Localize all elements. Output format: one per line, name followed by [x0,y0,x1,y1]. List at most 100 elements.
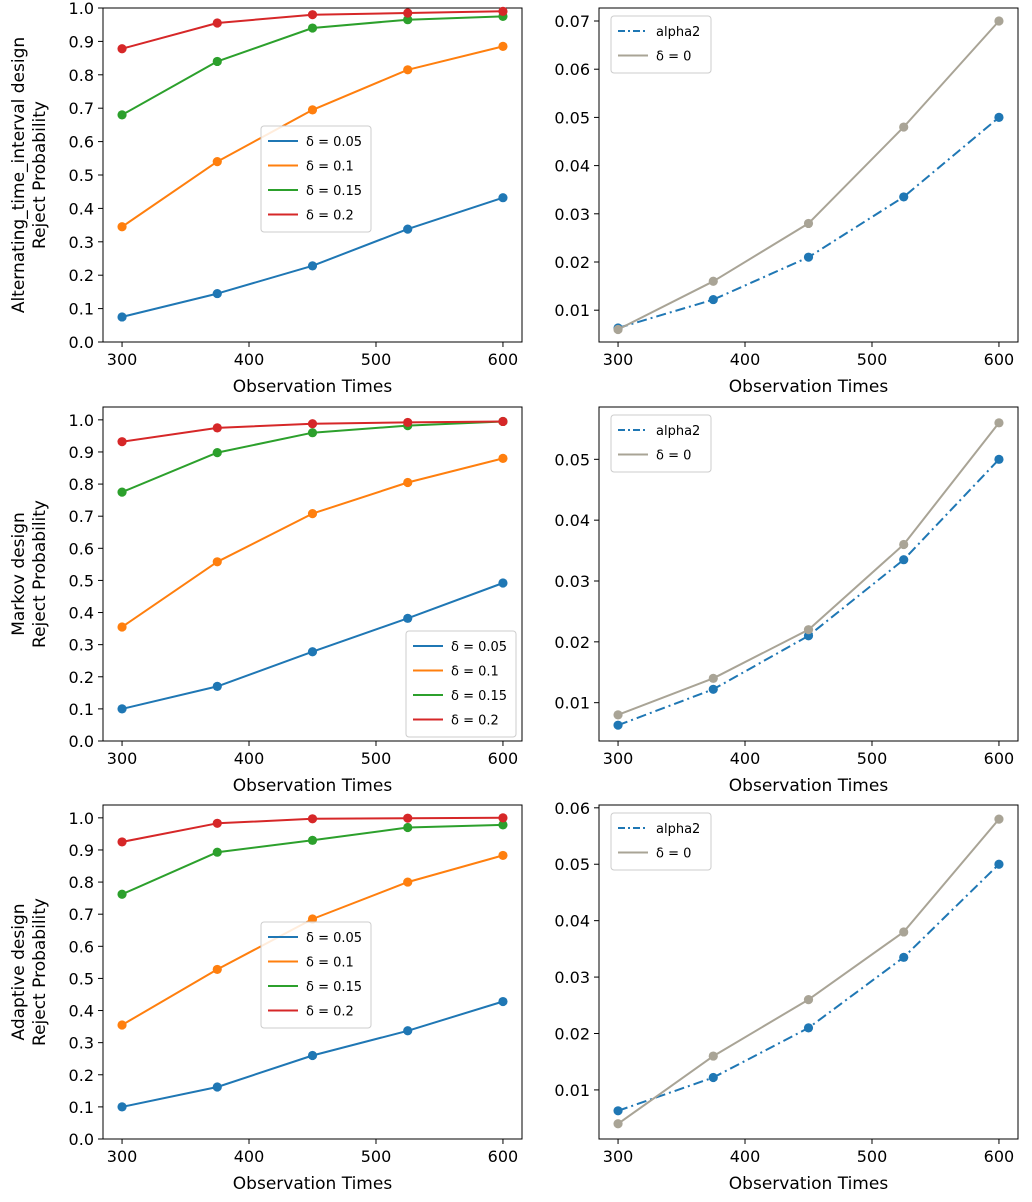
data-point [117,487,127,497]
chart-panel-4: 300 400 500 600 0.01 0.02 0.03 0.04 0.05 Observat… [554,406,1019,796]
data-point [498,578,508,588]
x-axis-label: Observation Times [233,776,393,796]
x-tick-label: 500 [361,350,392,369]
data-point [708,1051,718,1061]
legend-label: δ = 0.2 [451,714,499,729]
series-line [617,863,1000,1112]
data-point [899,192,909,202]
x-tick-label: 600 [488,350,519,369]
data-point [899,122,909,132]
y-tick-label: 0.7 [69,507,94,526]
data-point [117,222,127,232]
x-tick-label: 300 [107,749,138,768]
data-point [117,1102,127,1112]
y-tick-label: 0.3 [69,636,94,655]
legend: δ = 0.05 δ = 0.1 δ = 0.15 δ = 0.2 [260,125,372,233]
series-line [617,458,1000,727]
x-axis-label: Observation Times [233,377,393,397]
legend-label: δ = 0 [656,847,691,862]
data-point [117,622,127,632]
x-axis-label: Observation Times [729,776,889,796]
data-point [403,822,413,833]
y-tick-label: 0.02 [554,633,590,652]
data-point [307,647,318,657]
data-point [403,613,413,623]
x-axis-label: Observation Times [729,1174,889,1194]
legend: alpha2 δ = 0 [610,414,712,473]
y-tick-label: 0.6 [69,937,94,956]
x-tick-label: 500 [361,749,392,768]
x-tick-label: 400 [730,749,761,768]
y-tick-label: 0.1 [69,700,94,719]
data-point [803,252,814,262]
x-tick-label: 300 [107,1147,138,1166]
y-tick-label: 0.2 [69,266,94,285]
data-point [403,15,413,25]
x-tick-label: 500 [857,749,888,768]
data-point [403,8,413,18]
legend-label: δ = 0.1 [306,956,354,971]
y-tick-label: 0.7 [69,905,94,924]
x-tick-label: 600 [984,350,1015,369]
y-tick-label: 0.0 [69,1130,94,1149]
data-point [212,56,222,67]
row-label: Adaptive design [9,903,29,1040]
y-tick-label: 0.03 [554,572,590,591]
y-tick-label: 0.3 [69,1034,94,1053]
data-point [117,312,127,322]
data-point [117,889,127,899]
row-label: Markov design [9,512,29,636]
data-point [212,847,222,857]
y-tick-label: 0.8 [69,66,94,85]
chart-panel-5: 300 400 500 600 0.0 0.1 0.2 0.3 0.4 0.5 0.6 0.7 0.8 0… [9,804,523,1194]
y-tick-label: 0.01 [554,301,590,320]
legend-label: δ = 0.15 [306,184,362,199]
data-point [994,454,1004,464]
x-tick-label: 300 [603,350,634,369]
y-tick-label: 0.06 [554,799,590,818]
legend-label: δ = 0.15 [451,689,507,704]
y-tick-label: 0.6 [69,133,94,152]
x-tick-label: 400 [730,1147,761,1166]
axes-frame [102,804,523,1140]
y-axis-label: Reject Probability [30,101,50,249]
y-tick-label: 0.1 [69,300,94,319]
legend: δ = 0.05 δ = 0.1 δ = 0.15 δ = 0.2 [405,630,517,738]
y-tick-label: 0.2 [69,1066,94,1085]
axes-frame [598,7,1019,343]
data-point [307,428,318,438]
y-tick-label: 0.04 [554,912,590,931]
data-point [613,710,623,720]
data-point [403,417,413,428]
y-tick-label: 0.05 [554,450,590,469]
x-tick-label: 500 [857,1147,888,1166]
legend-label: δ = 0 [656,449,691,464]
data-point [994,814,1004,824]
data-point [307,261,318,271]
legend-label: alpha2 [656,822,700,837]
legend-label: δ = 0.2 [306,209,354,224]
data-point [803,1023,814,1033]
data-point [498,996,508,1007]
data-point [899,555,909,565]
y-tick-label: 0.6 [69,539,94,558]
y-tick-label: 0.8 [69,873,94,892]
x-tick-label: 600 [488,1147,519,1166]
legend: alpha2 δ = 0 [610,15,712,74]
axes-frame [598,804,1019,1140]
data-point [613,720,623,730]
data-point [212,423,222,433]
data-point [708,276,718,286]
y-axis-label: Reject Probability [30,898,50,1046]
y-tick-label: 0.9 [69,443,94,462]
legend-label: δ = 0 [656,50,691,65]
data-point [403,813,413,823]
y-tick-label: 0.5 [69,969,94,988]
data-point [708,1072,718,1083]
y-tick-label: 0.8 [69,475,94,494]
y-tick-label: 0.4 [69,604,94,623]
data-point [708,673,718,683]
y-tick-label: 0.4 [69,1002,94,1021]
x-tick-label: 300 [107,350,138,369]
